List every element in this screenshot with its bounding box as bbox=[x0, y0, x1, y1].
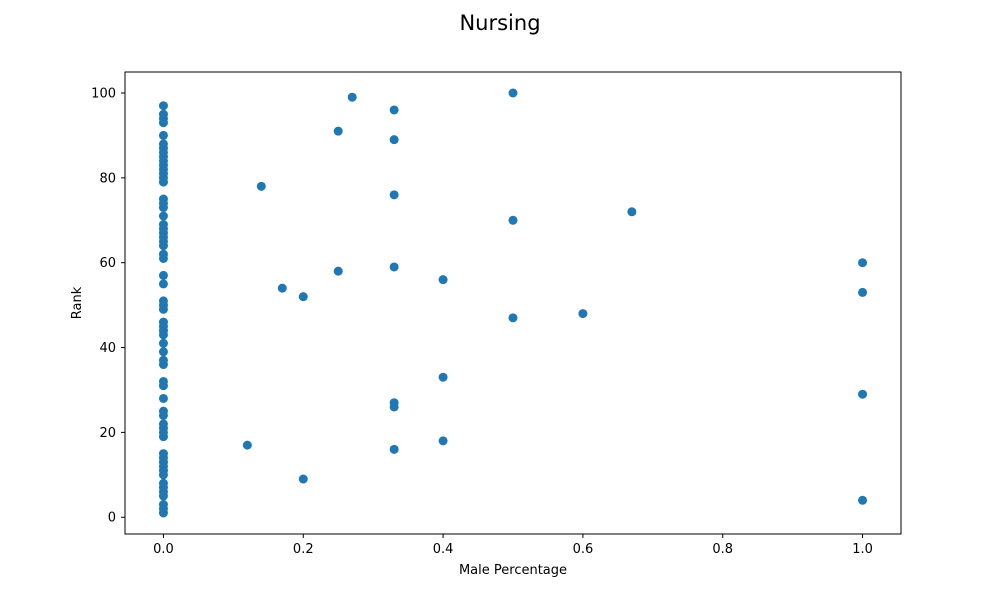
x-tick-label: 0.2 bbox=[293, 542, 314, 557]
data-point bbox=[158, 130, 168, 140]
y-axis: 0 20 40 60 80 100 bbox=[91, 87, 125, 526]
data-point bbox=[242, 440, 252, 450]
data-point bbox=[298, 474, 308, 484]
data-point bbox=[858, 389, 868, 399]
data-point bbox=[158, 355, 168, 365]
y-tick-label: 80 bbox=[99, 171, 116, 186]
data-point bbox=[158, 406, 168, 416]
data-point bbox=[158, 419, 168, 429]
x-tick-label: 0.8 bbox=[712, 542, 733, 557]
data-point bbox=[389, 402, 399, 412]
x-axis-label: Male Percentage bbox=[459, 563, 567, 578]
data-point bbox=[277, 283, 287, 293]
data-point bbox=[298, 292, 308, 302]
data-point bbox=[158, 249, 168, 259]
data-point bbox=[508, 88, 518, 98]
data-points bbox=[158, 88, 868, 518]
data-point bbox=[158, 270, 168, 280]
data-point bbox=[389, 444, 399, 454]
data-point bbox=[389, 135, 399, 145]
x-tick-label: 0.0 bbox=[153, 542, 174, 557]
data-point bbox=[158, 279, 168, 289]
data-point bbox=[438, 436, 448, 446]
data-point bbox=[627, 207, 637, 217]
data-point bbox=[158, 139, 168, 149]
data-point bbox=[158, 194, 168, 204]
data-point bbox=[858, 495, 868, 505]
data-point bbox=[389, 105, 399, 115]
data-point bbox=[158, 500, 168, 510]
data-point bbox=[158, 338, 168, 348]
data-point bbox=[158, 393, 168, 403]
y-tick-label: 20 bbox=[99, 426, 116, 441]
y-tick-label: 100 bbox=[91, 87, 116, 102]
chart-title: Nursing bbox=[459, 11, 540, 35]
data-point bbox=[158, 347, 168, 357]
data-point bbox=[858, 258, 868, 268]
data-point bbox=[389, 190, 399, 200]
plot-area bbox=[124, 71, 902, 535]
data-point bbox=[389, 262, 399, 272]
data-point bbox=[333, 266, 343, 276]
data-point bbox=[158, 478, 168, 488]
data-point bbox=[508, 215, 518, 225]
y-tick-label: 40 bbox=[99, 341, 116, 356]
y-axis-label: Rank bbox=[70, 286, 85, 319]
x-tick-label: 1.0 bbox=[852, 542, 873, 557]
data-point bbox=[158, 220, 168, 230]
data-point bbox=[858, 287, 868, 297]
data-point bbox=[158, 101, 168, 111]
data-point bbox=[578, 309, 588, 319]
data-point bbox=[347, 92, 357, 102]
data-point bbox=[158, 109, 168, 119]
x-axis: 0.0 0.2 0.4 0.6 0.8 1.0 bbox=[153, 534, 873, 557]
y-tick-label: 60 bbox=[99, 256, 116, 271]
data-point bbox=[158, 449, 168, 459]
y-tick-label: 0 bbox=[108, 511, 116, 526]
data-point bbox=[333, 126, 343, 136]
data-point bbox=[438, 275, 448, 285]
data-point bbox=[256, 181, 266, 191]
data-point bbox=[158, 317, 168, 327]
data-point bbox=[158, 211, 168, 221]
x-tick-label: 0.6 bbox=[573, 542, 594, 557]
data-point bbox=[438, 372, 448, 382]
data-point bbox=[508, 313, 518, 323]
data-point bbox=[158, 376, 168, 386]
data-point bbox=[158, 296, 168, 306]
x-tick-label: 0.4 bbox=[433, 542, 454, 557]
